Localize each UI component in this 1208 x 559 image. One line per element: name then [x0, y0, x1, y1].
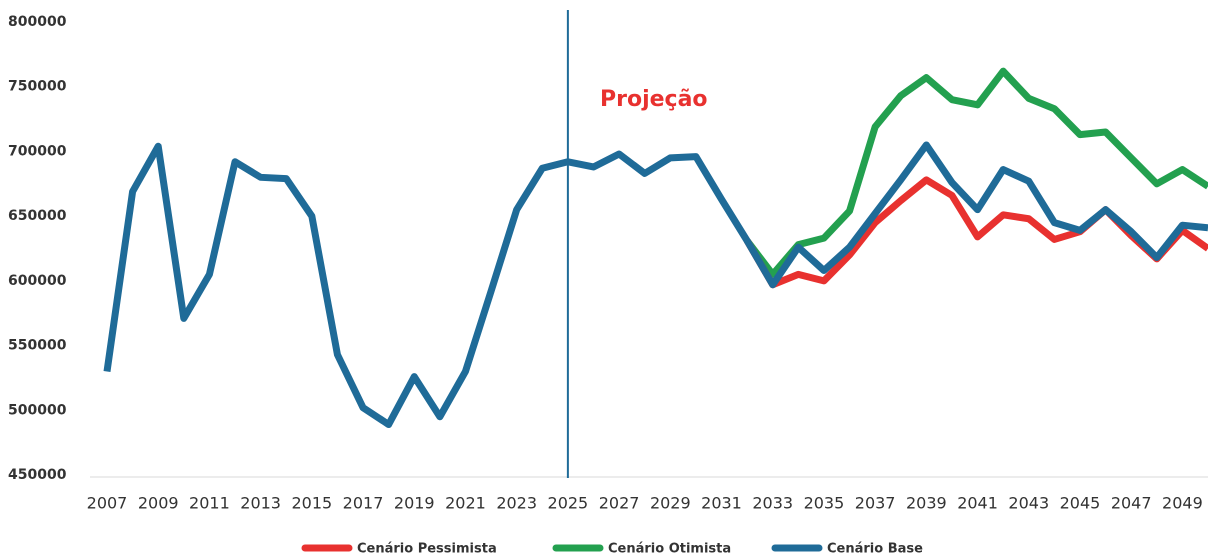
x-tick-label: 2045	[1060, 494, 1101, 513]
x-tick-label: 2023	[496, 494, 537, 513]
x-tick-label: 2025	[548, 494, 589, 513]
y-tick-label: 600000	[8, 273, 67, 289]
y-tick-label: 750000	[8, 79, 67, 95]
x-tick-label: 2009	[138, 494, 179, 513]
x-tick-label: 2049	[1162, 494, 1203, 513]
x-tick-label: 2039	[906, 494, 947, 513]
x-tick-label: 2043	[1008, 494, 1049, 513]
y-tick-label: 700000	[8, 143, 67, 159]
series-line	[744, 176, 1208, 289]
x-tick-label: 2011	[189, 494, 230, 513]
y-tick-label: 550000	[8, 338, 67, 354]
x-tick-label: 2033	[752, 494, 793, 513]
y-tick-label: 650000	[8, 208, 67, 224]
legend-label: Cenário Base	[827, 542, 923, 557]
x-tick-label: 2031	[701, 494, 742, 513]
annotation: Projeção	[600, 87, 708, 112]
x-tick-label: 2047	[1111, 494, 1152, 513]
x-tick-label: 2027	[599, 494, 640, 513]
series-line	[103, 141, 1208, 429]
x-tick-label: 2035	[804, 494, 845, 513]
x-tick-label: 2019	[394, 494, 435, 513]
y-tick-label: 450000	[8, 467, 67, 483]
x-tick-label: 2037	[855, 494, 896, 513]
series-line	[744, 67, 1208, 278]
legend-label: Cenário Pessimista	[357, 542, 497, 557]
x-tick-label: 2015	[291, 494, 332, 513]
x-tick-label: 2017	[343, 494, 384, 513]
x-tick-label: 2029	[650, 494, 691, 513]
x-tick-label: 2021	[445, 494, 486, 513]
x-tick-label: 2013	[240, 494, 281, 513]
x-tick-label: 2007	[87, 494, 128, 513]
y-tick-label: 800000	[8, 14, 67, 30]
y-tick-label: 500000	[8, 402, 67, 418]
legend-label: Cenário Otimista	[608, 542, 731, 557]
x-tick-label: 2041	[957, 494, 998, 513]
